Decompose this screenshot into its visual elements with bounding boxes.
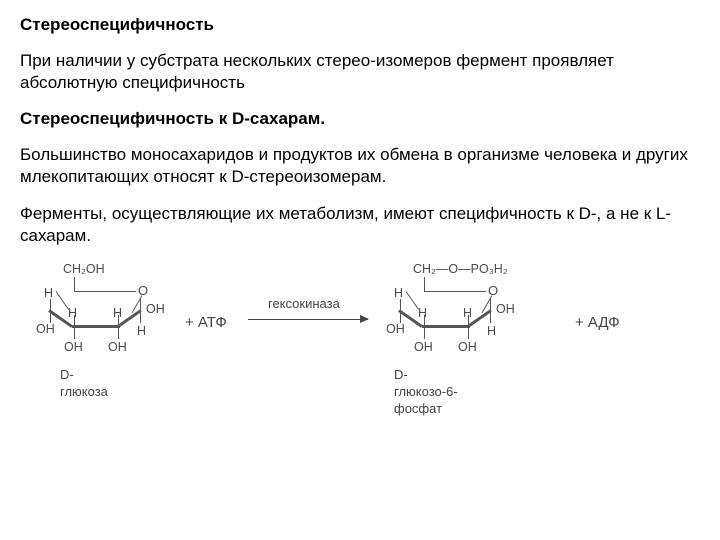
lbl-h: H (487, 323, 496, 339)
reaction-diagram: CH₂OH O H OH H OH H OH H OH D-глю (20, 261, 700, 461)
lbl-h: H (394, 285, 403, 301)
plus-atp: + АТФ (185, 313, 227, 333)
lbl-h: H (418, 305, 427, 321)
plus-adp: + АДФ (575, 313, 620, 333)
lbl-h: H (137, 323, 146, 339)
para-intro: При наличии у субстрата нескольких стере… (20, 50, 700, 94)
caption-g6p: D-глюкозо-6-фосфат (394, 367, 458, 418)
lbl-oh: OH (386, 321, 405, 337)
lbl-h: H (463, 305, 472, 321)
heading-stereo: Стереоспецифичность (20, 14, 700, 36)
lbl-h: H (44, 285, 53, 301)
lbl-oh: OH (146, 301, 165, 317)
lbl-oh: OH (414, 339, 433, 355)
lbl-oh: OH (64, 339, 83, 355)
reaction-arrow (248, 319, 368, 320)
label-ch2opo3h2: CH₂—O—PO₃H₂ (413, 261, 508, 277)
para-body-2: Ферменты, осуществляющие их метаболизм, … (20, 203, 700, 247)
lbl-oh: OH (36, 321, 55, 337)
label-ch2oh-left: CH₂OH (63, 261, 105, 277)
enzyme-label: гексокиназа (268, 296, 340, 313)
lbl-oh: OH (108, 339, 127, 355)
heading-dsugars: Стереоспецифичность к D-сахарам. (20, 108, 700, 130)
lbl-oh: OH (496, 301, 515, 317)
lbl-h: H (68, 305, 77, 321)
lbl-oh: OH (458, 339, 477, 355)
caption-d-glucose: D-глюкоза (60, 367, 108, 401)
para-body-1: Большинство моносахаридов и продуктов их… (20, 144, 700, 188)
lbl-h: H (113, 305, 122, 321)
